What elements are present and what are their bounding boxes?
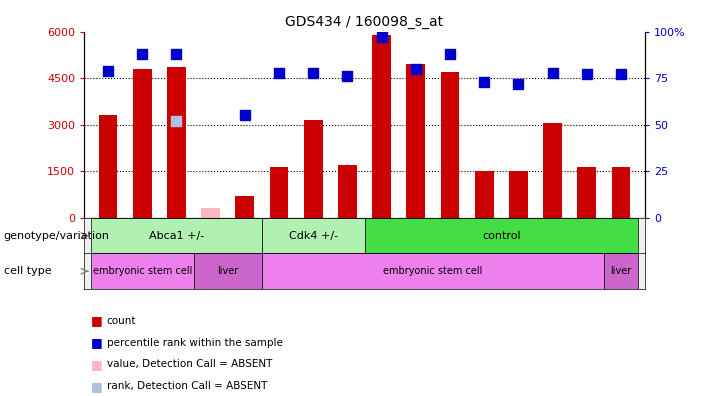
Text: rank, Detection Call = ABSENT: rank, Detection Call = ABSENT (107, 381, 267, 391)
Point (171, 118, 182, 124)
Point (410, 66, 421, 72)
Text: percentile rank within the sample: percentile rank within the sample (107, 337, 283, 348)
Bar (201, 208, 220, 218)
Bar (441, 72, 459, 218)
Text: ■: ■ (91, 358, 103, 371)
Bar (604, 253, 638, 289)
Bar (167, 67, 186, 218)
Bar (407, 64, 426, 218)
Title: GDS434 / 160098_s_at: GDS434 / 160098_s_at (285, 15, 444, 29)
Bar (99, 115, 118, 218)
Text: ■: ■ (91, 380, 103, 392)
Text: Abca1 +/-: Abca1 +/- (149, 230, 204, 241)
Point (547, 69, 558, 76)
Bar (338, 165, 357, 218)
Bar (262, 253, 604, 289)
Bar (133, 69, 151, 218)
Point (444, 51, 456, 57)
Bar (91, 253, 193, 289)
Point (102, 68, 114, 74)
Bar (304, 120, 322, 218)
Point (273, 69, 285, 76)
Bar (578, 167, 596, 218)
Point (239, 112, 250, 118)
Text: control: control (482, 230, 521, 241)
Point (581, 71, 592, 78)
Bar (372, 35, 391, 218)
Text: Cdk4 +/-: Cdk4 +/- (289, 230, 338, 241)
Bar (365, 218, 638, 253)
Text: embryonic stem cell: embryonic stem cell (383, 266, 482, 276)
Point (376, 34, 387, 40)
Point (513, 81, 524, 87)
Text: liver: liver (217, 266, 238, 276)
Text: count: count (107, 316, 136, 326)
Text: cell type: cell type (4, 266, 51, 276)
Text: ■: ■ (91, 336, 103, 349)
Text: ■: ■ (91, 314, 103, 327)
Bar (509, 171, 528, 218)
Bar (262, 218, 365, 253)
Point (171, 51, 182, 57)
Text: liver: liver (611, 266, 632, 276)
Point (137, 51, 148, 57)
Bar (91, 218, 262, 253)
Text: embryonic stem cell: embryonic stem cell (93, 266, 192, 276)
Point (342, 73, 353, 80)
Point (479, 79, 490, 85)
Bar (475, 171, 494, 218)
Bar (270, 167, 288, 218)
Bar (236, 196, 254, 218)
Point (308, 69, 319, 76)
Bar (543, 123, 562, 218)
Bar (193, 253, 262, 289)
Point (615, 71, 627, 78)
Text: value, Detection Call = ABSENT: value, Detection Call = ABSENT (107, 359, 272, 369)
Text: genotype/variation: genotype/variation (4, 230, 109, 241)
Bar (611, 167, 630, 218)
